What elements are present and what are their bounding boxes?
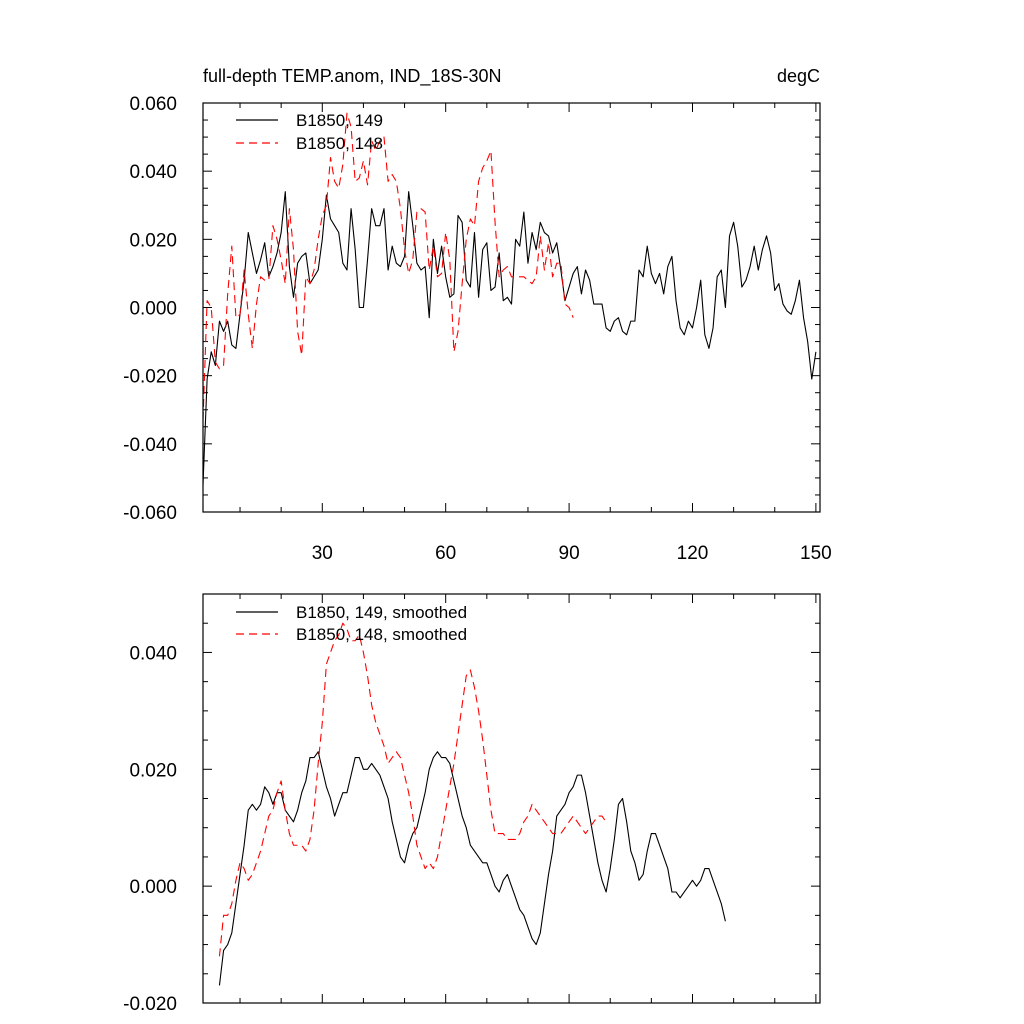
legend-label-149-smoothed: B1850, 149, smoothed — [296, 603, 467, 622]
x-tick-label: 30 — [312, 543, 333, 564]
series-line-b1850-149-smoothed — [218, 751, 726, 986]
x-tick-label: 90 — [559, 543, 580, 564]
y-tick-label: -0.020 — [123, 367, 177, 388]
series-line-b1850-148-smoothed — [218, 622, 607, 957]
y-tick-label: 0.020 — [129, 760, 177, 781]
y-tick-label: -0.060 — [123, 503, 177, 524]
legend-label-149: B1850, 149 — [296, 111, 383, 130]
legend-label-148-smoothed: B1850, 148, smoothed — [296, 625, 467, 644]
top-series — [202, 112, 817, 485]
chart-title: full-depth TEMP.anom, IND_18S-30N — [203, 66, 502, 87]
top-plot-frame — [202, 102, 821, 513]
series-line-b1850-149 — [202, 191, 817, 485]
top-axis-ticks — [203, 102, 820, 513]
y-tick-label: 0.060 — [129, 94, 177, 115]
x-tick-label: 120 — [677, 543, 709, 564]
y-tick-label: 0.040 — [129, 162, 177, 183]
y-tick-label: 0.040 — [129, 643, 177, 664]
y-tick-label: 0.020 — [129, 230, 177, 251]
units-label: degC — [777, 66, 820, 86]
bottom-axis-ticks — [203, 593, 820, 1004]
bottom-series — [218, 622, 726, 986]
top-legend: B1850, 149 B1850, 148 — [236, 111, 383, 153]
y-tick-label: -0.040 — [123, 435, 177, 456]
top-panel: full-depth TEMP.anom, IND_18S-30N degC -… — [123, 66, 832, 564]
bottom-plot-frame — [202, 593, 821, 1004]
y-tick-label: -0.020 — [123, 994, 177, 1015]
x-tick-label: 60 — [435, 543, 456, 564]
y-tick-label: 0.000 — [129, 299, 177, 320]
x-tick-label: 150 — [800, 543, 832, 564]
bottom-legend: B1850, 149, smoothed B1850, 148, smoothe… — [236, 603, 467, 644]
top-x-tick-labels: 30 60 90 120 150 — [312, 543, 832, 564]
legend-label-148: B1850, 148 — [296, 134, 383, 153]
top-y-tick-labels: -0.060 -0.040 -0.020 0.000 0.020 0.040 0.060 — [123, 94, 177, 524]
y-tick-label: 0.000 — [129, 877, 177, 898]
series-line-b1850-148 — [202, 112, 574, 420]
bottom-panel: -0.020 0.000 0.020 0.040 B1850, 149, smooth… — [123, 593, 821, 1015]
bottom-y-tick-labels: -0.020 0.000 0.020 0.040 — [123, 643, 177, 1015]
